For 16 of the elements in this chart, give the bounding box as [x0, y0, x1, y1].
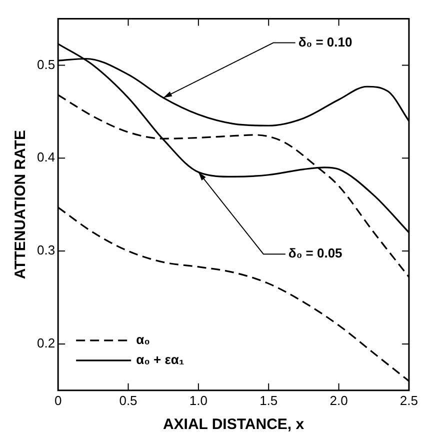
- x-tick-label: 1.5: [260, 392, 278, 408]
- y-tick-label: 0.3: [36, 242, 56, 258]
- legend-label: α₀: [136, 332, 150, 347]
- x-tick-label: 0.5: [119, 392, 138, 408]
- y-tick-label: 0.4: [36, 150, 56, 165]
- x-tick-label: 2.5: [400, 392, 418, 408]
- x-tick-label: 2.0: [330, 392, 348, 408]
- y-tick-label: 0.5: [36, 56, 56, 72]
- annotation: δ₀ = 0.10: [298, 34, 352, 50]
- y-axis-title: ATTENUATION RATE: [12, 130, 30, 280]
- y-tick-label: 0.2: [36, 336, 56, 351]
- x-axis-title: AXIAL DISTANCE, x: [162, 416, 305, 434]
- x-tick-label: 1.0: [189, 392, 208, 408]
- annotation: δ₀ = 0.05: [288, 246, 342, 261]
- legend-label: α₀ + εα₁: [136, 352, 184, 367]
- x-tick-label: 0: [54, 392, 62, 408]
